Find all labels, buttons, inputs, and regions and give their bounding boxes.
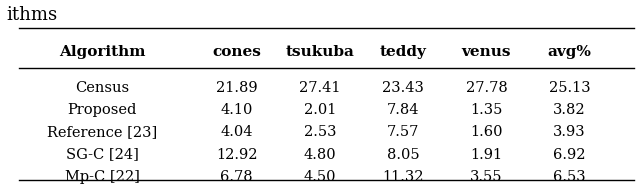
Text: venus: venus <box>461 45 511 59</box>
Text: 4.04: 4.04 <box>221 125 253 139</box>
Text: Census: Census <box>76 81 129 95</box>
Text: 1.60: 1.60 <box>470 125 502 139</box>
Text: 27.78: 27.78 <box>465 81 508 95</box>
Text: 7.84: 7.84 <box>387 103 419 117</box>
Text: 8.05: 8.05 <box>387 148 419 162</box>
Text: teddy: teddy <box>380 45 427 59</box>
Text: 4.10: 4.10 <box>221 103 253 117</box>
Text: 21.89: 21.89 <box>216 81 258 95</box>
Text: 3.55: 3.55 <box>470 170 502 184</box>
Text: 4.80: 4.80 <box>304 148 336 162</box>
Text: 2.01: 2.01 <box>304 103 336 117</box>
Text: avg%: avg% <box>548 45 591 59</box>
Text: 11.32: 11.32 <box>383 170 424 184</box>
Text: Reference [23]: Reference [23] <box>47 125 157 139</box>
Text: Mp-C [22]: Mp-C [22] <box>65 170 140 184</box>
Text: 1.91: 1.91 <box>470 148 502 162</box>
Text: 12.92: 12.92 <box>216 148 257 162</box>
Text: 4.50: 4.50 <box>304 170 336 184</box>
Text: 27.41: 27.41 <box>300 81 340 95</box>
Text: 6.92: 6.92 <box>554 148 586 162</box>
Text: ithms: ithms <box>6 6 58 24</box>
Text: cones: cones <box>212 45 261 59</box>
Text: 25.13: 25.13 <box>548 81 591 95</box>
Text: tsukuba: tsukuba <box>285 45 355 59</box>
Text: 23.43: 23.43 <box>382 81 424 95</box>
Text: SG-C [24]: SG-C [24] <box>66 148 139 162</box>
Text: 6.53: 6.53 <box>554 170 586 184</box>
Text: 3.82: 3.82 <box>554 103 586 117</box>
Text: 7.57: 7.57 <box>387 125 419 139</box>
Text: 1.35: 1.35 <box>470 103 502 117</box>
Text: Algorithm: Algorithm <box>59 45 146 59</box>
Text: 3.93: 3.93 <box>554 125 586 139</box>
Text: Proposed: Proposed <box>68 103 137 117</box>
Text: 6.78: 6.78 <box>221 170 253 184</box>
Text: 2.53: 2.53 <box>304 125 336 139</box>
